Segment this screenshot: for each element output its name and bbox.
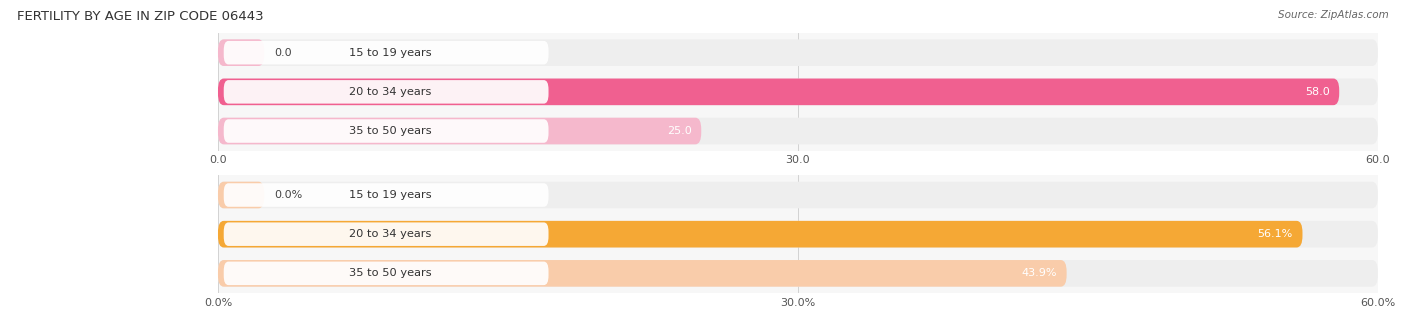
Text: 20 to 34 years: 20 to 34 years — [349, 87, 432, 97]
Text: 43.9%: 43.9% — [1022, 268, 1057, 278]
FancyBboxPatch shape — [224, 119, 548, 143]
Text: 0.0%: 0.0% — [274, 190, 302, 200]
FancyBboxPatch shape — [224, 41, 548, 65]
Text: 25.0: 25.0 — [666, 126, 692, 136]
Text: 35 to 50 years: 35 to 50 years — [349, 268, 432, 278]
FancyBboxPatch shape — [218, 260, 1067, 287]
Text: 0.0: 0.0 — [274, 48, 291, 58]
FancyBboxPatch shape — [218, 260, 1378, 287]
FancyBboxPatch shape — [218, 39, 264, 66]
Text: Source: ZipAtlas.com: Source: ZipAtlas.com — [1278, 10, 1389, 20]
FancyBboxPatch shape — [224, 80, 548, 104]
FancyBboxPatch shape — [218, 39, 1378, 66]
FancyBboxPatch shape — [218, 221, 1378, 248]
FancyBboxPatch shape — [218, 118, 1378, 144]
Text: 35 to 50 years: 35 to 50 years — [349, 126, 432, 136]
FancyBboxPatch shape — [224, 183, 548, 207]
FancyBboxPatch shape — [218, 118, 702, 144]
FancyBboxPatch shape — [218, 182, 1378, 208]
FancyBboxPatch shape — [218, 182, 264, 208]
FancyBboxPatch shape — [224, 222, 548, 246]
Text: 15 to 19 years: 15 to 19 years — [349, 48, 432, 58]
FancyBboxPatch shape — [218, 78, 1378, 105]
FancyBboxPatch shape — [218, 221, 1302, 248]
Text: 56.1%: 56.1% — [1257, 229, 1292, 239]
FancyBboxPatch shape — [224, 261, 548, 285]
Text: FERTILITY BY AGE IN ZIP CODE 06443: FERTILITY BY AGE IN ZIP CODE 06443 — [17, 10, 263, 23]
FancyBboxPatch shape — [218, 78, 1339, 105]
Text: 20 to 34 years: 20 to 34 years — [349, 229, 432, 239]
Text: 58.0: 58.0 — [1305, 87, 1330, 97]
Text: 15 to 19 years: 15 to 19 years — [349, 190, 432, 200]
